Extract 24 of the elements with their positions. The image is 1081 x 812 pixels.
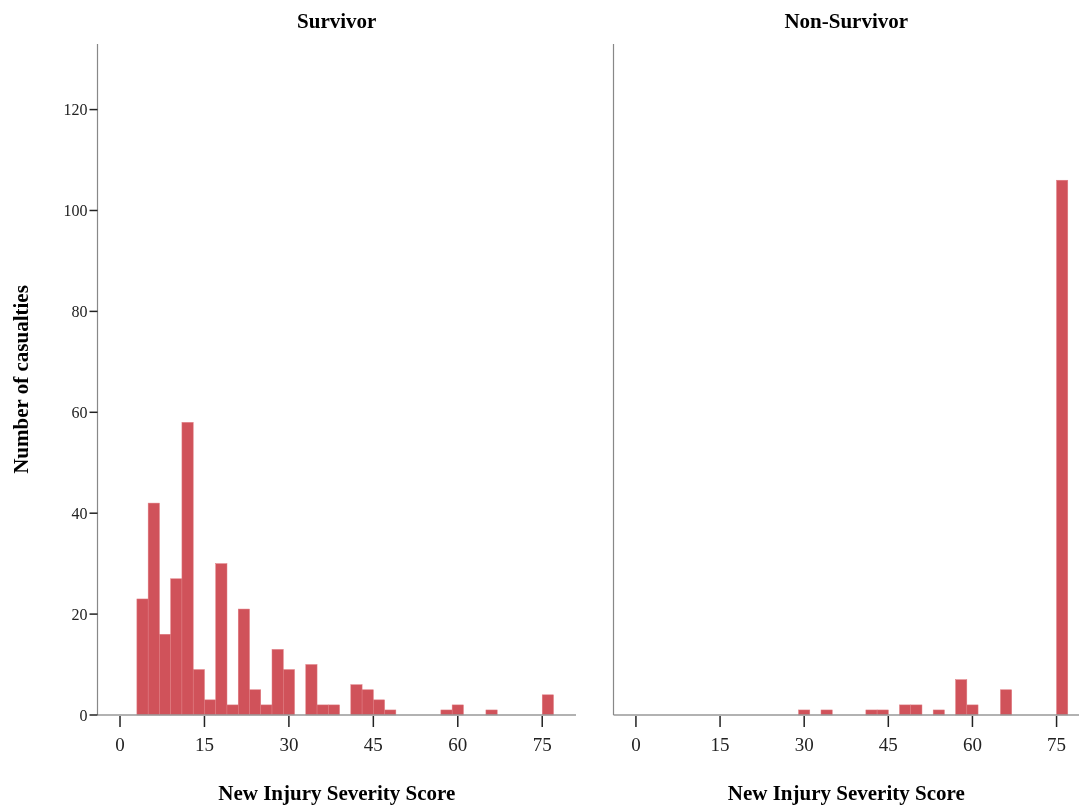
y-tick-label: 20 — [71, 605, 88, 623]
chart-title: Non-Survivor — [784, 9, 909, 33]
x-tick-label: 15 — [710, 734, 730, 755]
y-tick-label: 120 — [63, 101, 88, 119]
x-tick-label: 0 — [115, 734, 125, 755]
y-tick-label: 100 — [63, 202, 88, 220]
x-tick-label: 45 — [878, 734, 898, 755]
x-tick-label: 30 — [794, 734, 814, 755]
x-tick-label: 0 — [631, 734, 641, 755]
x-axis-title: New Injury Severity Score — [218, 781, 456, 805]
y-tick-label: 80 — [71, 302, 88, 320]
x-axis-title: New Injury Severity Score — [727, 781, 965, 805]
y-tick-label: 0 — [79, 706, 88, 724]
y-tick-label: 60 — [71, 403, 88, 421]
y-axis-title: Number of casualties — [9, 285, 33, 474]
x-tick-label: 60 — [962, 734, 982, 755]
x-tick-label: 30 — [279, 734, 299, 755]
x-tick-label: 15 — [194, 734, 214, 755]
y-tick-label: 40 — [71, 504, 88, 522]
x-tick-label: 75 — [1047, 734, 1067, 755]
chart-title: Survivor — [297, 9, 377, 33]
x-tick-label: 75 — [532, 734, 552, 755]
x-tick-label: 45 — [363, 734, 383, 755]
x-tick-label: 60 — [448, 734, 468, 755]
